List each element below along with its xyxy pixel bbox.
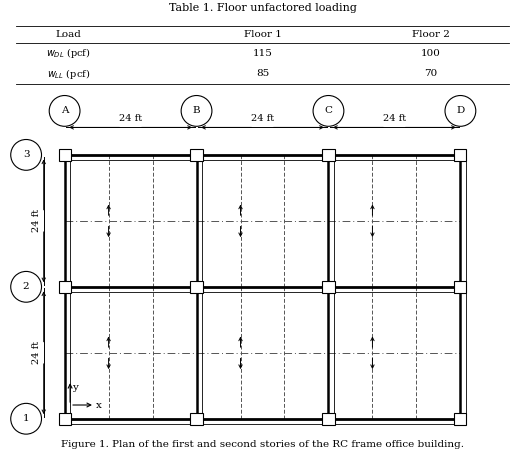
Bar bbox=[322, 149, 334, 161]
Text: 70: 70 bbox=[424, 69, 437, 78]
Circle shape bbox=[10, 403, 41, 434]
Text: 24 ft: 24 ft bbox=[119, 114, 142, 123]
Text: D: D bbox=[456, 106, 465, 116]
Bar bbox=[59, 413, 71, 425]
Text: Floor 1: Floor 1 bbox=[244, 30, 281, 39]
Text: y: y bbox=[72, 383, 78, 392]
Text: 1: 1 bbox=[23, 414, 29, 423]
Text: Figure 1. Plan of the first and second stories of the RC frame office building.: Figure 1. Plan of the first and second s… bbox=[61, 440, 464, 449]
Text: Load: Load bbox=[55, 30, 81, 39]
Bar bbox=[454, 413, 466, 425]
Bar bbox=[191, 281, 203, 293]
Text: $w_{LL}$ (pcf): $w_{LL}$ (pcf) bbox=[47, 66, 90, 80]
Text: A: A bbox=[61, 106, 68, 116]
Bar bbox=[191, 149, 203, 161]
Text: C: C bbox=[324, 106, 332, 116]
Bar bbox=[59, 281, 71, 293]
Text: Table 1. Floor unfactored loading: Table 1. Floor unfactored loading bbox=[169, 3, 356, 14]
Text: $w_{DL}$ (pcf): $w_{DL}$ (pcf) bbox=[46, 46, 91, 60]
Circle shape bbox=[181, 95, 212, 126]
Text: 85: 85 bbox=[256, 69, 269, 78]
Text: 24 ft: 24 ft bbox=[251, 114, 274, 123]
Bar bbox=[322, 413, 334, 425]
Bar bbox=[322, 281, 334, 293]
Circle shape bbox=[10, 139, 41, 170]
Bar bbox=[191, 413, 203, 425]
Text: 24 ft: 24 ft bbox=[383, 114, 406, 123]
Text: 3: 3 bbox=[23, 150, 29, 160]
Bar bbox=[454, 281, 466, 293]
Bar bbox=[454, 149, 466, 161]
Circle shape bbox=[10, 271, 41, 302]
Text: 2: 2 bbox=[23, 282, 29, 291]
Circle shape bbox=[313, 95, 344, 126]
Circle shape bbox=[445, 95, 476, 126]
Text: 115: 115 bbox=[253, 49, 272, 58]
Text: 24 ft: 24 ft bbox=[32, 209, 41, 233]
Text: 24 ft: 24 ft bbox=[32, 341, 41, 365]
Text: Floor 2: Floor 2 bbox=[412, 30, 449, 39]
Text: B: B bbox=[193, 106, 201, 116]
Bar bbox=[59, 149, 71, 161]
Text: x: x bbox=[96, 401, 102, 410]
Text: 100: 100 bbox=[421, 49, 440, 58]
Circle shape bbox=[49, 95, 80, 126]
